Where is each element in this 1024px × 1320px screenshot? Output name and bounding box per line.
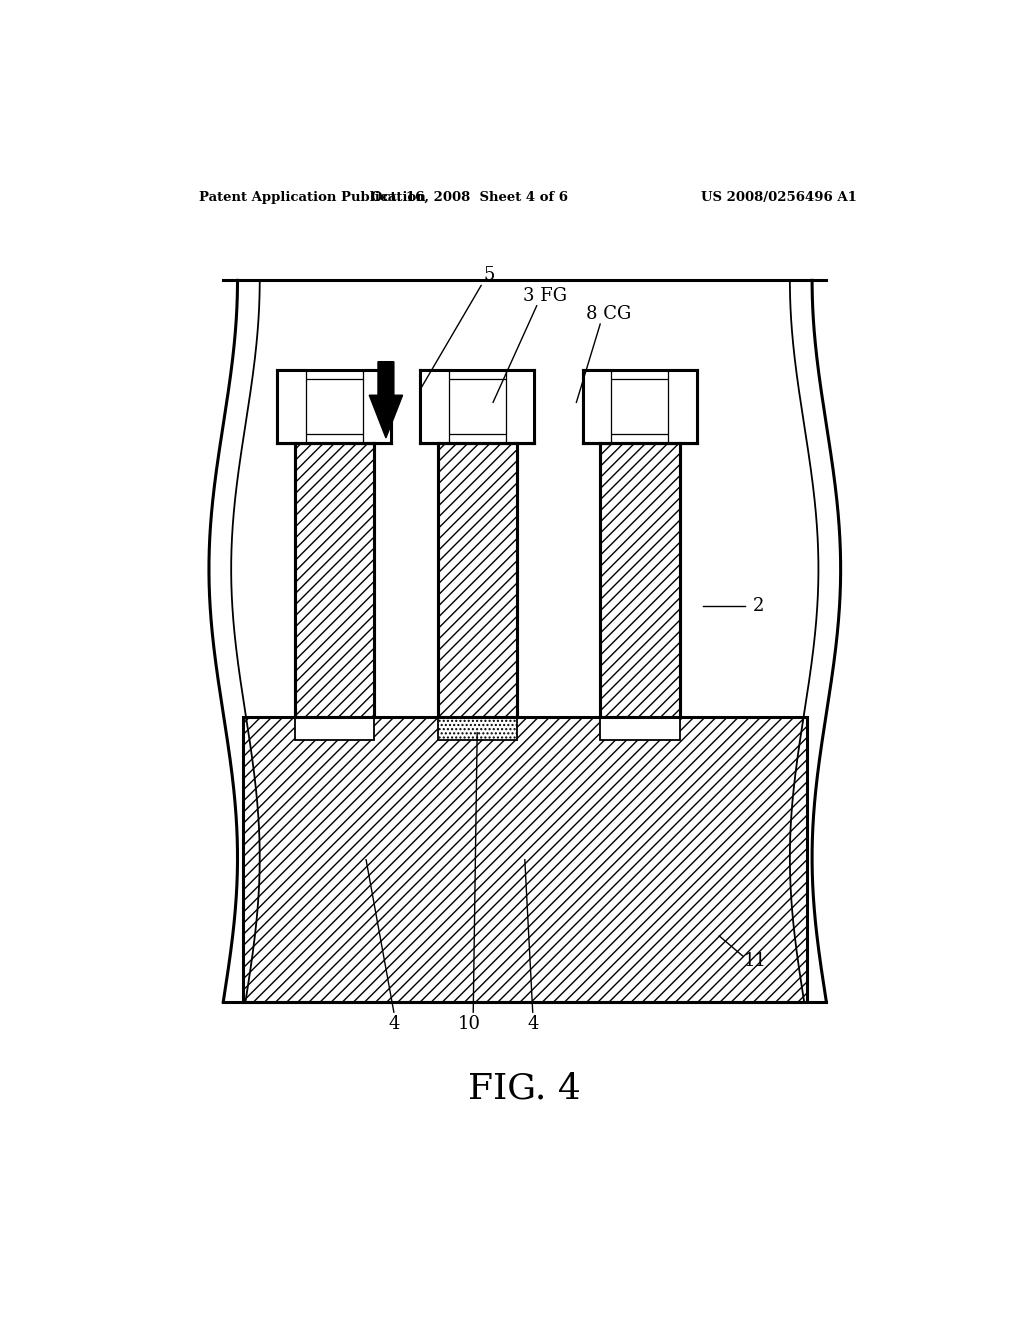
Text: 4: 4 — [527, 1015, 539, 1034]
Bar — [420, 370, 449, 444]
Bar — [506, 370, 535, 444]
Text: FIG. 4: FIG. 4 — [468, 1072, 582, 1105]
Text: 8 CG: 8 CG — [586, 305, 631, 323]
Bar — [420, 370, 535, 444]
Bar — [583, 370, 697, 444]
Bar — [437, 444, 517, 718]
Text: 3 FG: 3 FG — [522, 286, 566, 305]
Bar — [295, 444, 374, 718]
Bar — [427, 379, 527, 434]
Bar — [437, 718, 517, 739]
Text: 10: 10 — [458, 1015, 480, 1034]
Bar — [583, 370, 611, 444]
Text: Oct. 16, 2008  Sheet 4 of 6: Oct. 16, 2008 Sheet 4 of 6 — [371, 190, 567, 203]
Bar — [285, 379, 384, 434]
Text: 4: 4 — [388, 1015, 399, 1034]
Text: 2: 2 — [754, 597, 765, 615]
FancyArrow shape — [370, 362, 402, 438]
Text: US 2008/0256496 A1: US 2008/0256496 A1 — [700, 190, 857, 203]
Bar — [243, 718, 807, 1002]
Bar — [295, 718, 374, 739]
Bar — [590, 379, 690, 434]
Bar — [669, 370, 697, 444]
Text: Patent Application Publication: Patent Application Publication — [200, 190, 426, 203]
Bar — [278, 370, 391, 444]
Text: 11: 11 — [743, 952, 766, 970]
Bar — [278, 370, 306, 444]
Bar — [600, 718, 680, 739]
Bar — [600, 444, 680, 718]
Text: 5: 5 — [483, 267, 495, 284]
Bar — [362, 370, 391, 444]
